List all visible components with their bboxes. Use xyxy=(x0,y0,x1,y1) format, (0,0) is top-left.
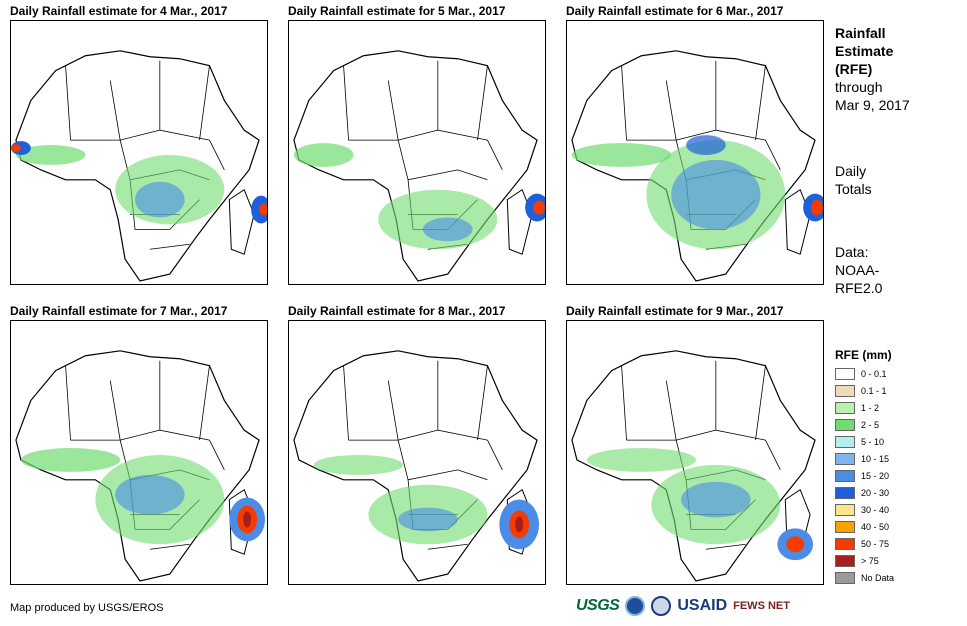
rainfall-map-8-mar xyxy=(288,320,546,585)
legend-swatch xyxy=(835,520,855,533)
agency-seal-icon xyxy=(651,596,672,616)
legend-item: 10 - 15 xyxy=(835,451,889,466)
legend-swatch xyxy=(835,452,855,465)
legend-swatch xyxy=(835,435,855,448)
data-label: Data: xyxy=(835,244,869,260)
rainfall-map-9-mar xyxy=(566,320,824,585)
panel-title-3: Daily Rainfall estimate for 6 Mar., 2017 xyxy=(566,4,784,18)
legend-swatch xyxy=(835,367,855,380)
legend-title: RFE (mm) xyxy=(835,348,892,362)
through-label: through xyxy=(835,79,883,95)
legend-item: 20 - 30 xyxy=(835,485,889,500)
rfe-title-line1: Rainfall xyxy=(835,25,886,41)
legend-label: 10 - 15 xyxy=(861,453,890,464)
legend-item: 50 - 75 xyxy=(835,536,889,551)
fews-net-logo: FEWS NET xyxy=(733,600,790,612)
legend-label: 20 - 30 xyxy=(861,487,890,498)
rfe-title-line3: (RFE) xyxy=(835,61,873,77)
legend-swatch xyxy=(835,571,855,584)
rainfall-map-6-mar xyxy=(566,20,824,285)
noaa-label: NOAA- xyxy=(835,262,880,278)
legend-item: 30 - 40 xyxy=(835,502,889,517)
legend-swatch xyxy=(835,554,855,567)
legend-item: 0.1 - 1 xyxy=(835,383,887,398)
panel-title-1: Daily Rainfall estimate for 4 Mar., 2017 xyxy=(10,4,228,18)
legend-swatch xyxy=(835,486,855,499)
legend-label: 5 - 10 xyxy=(861,436,885,447)
legend-swatch xyxy=(835,384,855,397)
usaid-logo: USAID xyxy=(677,597,728,614)
legend-item: 0 - 0.1 xyxy=(835,366,887,381)
legend-item: No Data xyxy=(835,570,894,585)
legend-label: 15 - 20 xyxy=(861,470,890,481)
rainfall-map-4-mar xyxy=(10,20,268,285)
legend-label: 0.1 - 1 xyxy=(861,385,887,396)
through-date: Mar 9, 2017 xyxy=(835,97,910,113)
legend-label: 50 - 75 xyxy=(861,538,890,549)
credit-text: Map produced by USGS/EROS xyxy=(10,602,164,614)
panel-title-2: Daily Rainfall estimate for 5 Mar., 2017 xyxy=(288,4,506,18)
rainfall-map-7-mar xyxy=(10,320,268,585)
legend-label: 0 - 0.1 xyxy=(861,368,887,379)
daily-label: Daily xyxy=(835,163,867,179)
noaa-logo-icon xyxy=(625,596,646,616)
legend-label: 2 - 5 xyxy=(861,419,880,430)
legend-label: 30 - 40 xyxy=(861,504,890,515)
legend-label: 40 - 50 xyxy=(861,521,890,532)
legend-label: 1 - 2 xyxy=(861,402,880,413)
panel-title-6: Daily Rainfall estimate for 9 Mar., 2017 xyxy=(566,304,784,318)
usgs-logo: USGS xyxy=(576,597,620,614)
legend-item: 1 - 2 xyxy=(835,400,879,415)
legend-label: No Data xyxy=(861,572,895,583)
legend-label: > 75 xyxy=(861,555,879,566)
legend-item: 2 - 5 xyxy=(835,417,879,432)
rfe-title: Rainfall Estimate (RFE) through Mar 9, 2… xyxy=(835,24,910,114)
rainfall-map-5-mar xyxy=(288,20,546,285)
data-source: Data: NOAA- RFE2.0 xyxy=(835,243,882,297)
rfe-title-line2: Estimate xyxy=(835,43,894,59)
legend-swatch xyxy=(835,503,855,516)
legend-swatch xyxy=(835,401,855,414)
legend-swatch xyxy=(835,469,855,482)
panel-title-5: Daily Rainfall estimate for 8 Mar., 2017 xyxy=(288,304,506,318)
legend-item: 40 - 50 xyxy=(835,519,889,534)
legend-swatch xyxy=(835,418,855,431)
totals-label: Totals xyxy=(835,181,872,197)
legend-swatch xyxy=(835,537,855,550)
legend-item: 5 - 10 xyxy=(835,434,884,449)
rfe2-label: RFE2.0 xyxy=(835,280,883,296)
legend-item: > 75 xyxy=(835,553,879,568)
daily-totals: Daily Totals xyxy=(835,162,872,198)
agency-logos: USGS USAID FEWS NET xyxy=(576,596,790,616)
panel-title-4: Daily Rainfall estimate for 7 Mar., 2017 xyxy=(10,304,228,318)
legend-item: 15 - 20 xyxy=(835,468,889,483)
